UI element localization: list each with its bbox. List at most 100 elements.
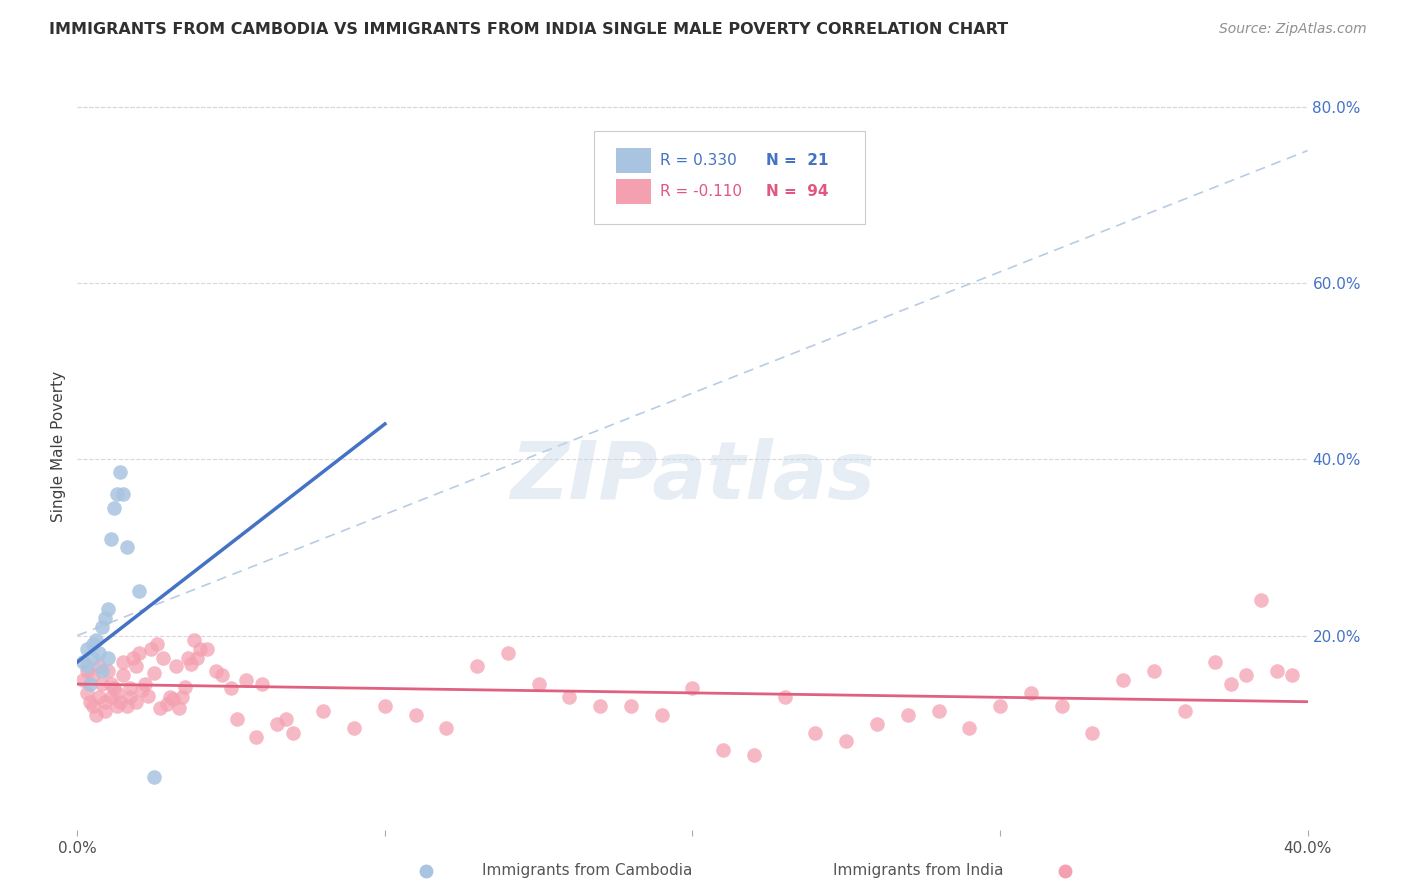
Point [105,487,128,501]
Point [312,704,335,718]
Point [1204,655,1226,669]
Point [79,677,101,691]
Point [103,681,125,696]
Point [527,677,550,691]
Point [711,743,734,757]
Point [558,690,581,705]
Point [281,725,304,739]
Point [94,704,117,718]
Point [118,690,141,705]
Point [620,699,643,714]
Point [143,665,166,680]
Point [128,646,150,660]
Point [125,659,148,673]
Point [115,699,138,714]
Point [897,707,920,722]
Point [82,650,104,665]
Point [97,602,120,616]
Point [72,655,94,669]
Point [204,664,226,678]
Point [988,699,1011,714]
Point [72,673,94,687]
Text: Immigrants from Cambodia: Immigrants from Cambodia [482,863,692,878]
Point [141,641,163,656]
Point [100,690,122,705]
Point [167,701,190,715]
Point [1050,699,1073,714]
Point [125,695,148,709]
Point [165,659,187,673]
Point [76,641,98,656]
Point [195,641,218,656]
Point [100,677,122,691]
Point [180,657,202,671]
Point [97,664,120,678]
Text: R = -0.110: R = -0.110 [661,184,742,199]
Point [155,698,177,712]
Point [436,721,458,735]
Point [100,532,122,546]
Point [177,650,200,665]
Point [82,668,104,682]
Point [82,699,104,714]
Point [928,704,950,718]
Point [115,541,138,555]
Point [146,637,169,651]
Point [174,680,197,694]
Point [76,664,98,678]
Point [134,677,156,691]
Point [866,716,889,731]
Point [742,747,765,762]
Point [1250,593,1272,607]
Point [1081,725,1104,739]
Text: R = 0.330: R = 0.330 [661,153,737,168]
Point [112,487,135,501]
Point [84,632,107,647]
Point [1143,664,1166,678]
Point [183,632,205,647]
Point [266,716,288,731]
Point [121,650,143,665]
Point [276,712,298,726]
Point [465,659,488,673]
Point [103,500,125,515]
Point [136,689,159,703]
Point [105,699,128,714]
Point [405,707,427,722]
Point [1234,668,1257,682]
Point [186,650,208,665]
Text: Source: ZipAtlas.com: Source: ZipAtlas.com [1219,22,1367,37]
Text: ZIPatlas: ZIPatlas [510,438,875,516]
Point [773,690,796,705]
Point [804,725,827,739]
Point [112,655,135,669]
Point [90,677,114,691]
Point [957,721,980,735]
Point [1112,673,1135,687]
Text: IMMIGRANTS FROM CAMBODIA VS IMMIGRANTS FROM INDIA SINGLE MALE POVERTY CORRELATIO: IMMIGRANTS FROM CAMBODIA VS IMMIGRANTS F… [49,22,1008,37]
FancyBboxPatch shape [595,131,865,224]
Point [94,695,117,709]
Point [188,641,212,656]
Point [143,770,166,784]
Point [1265,664,1288,678]
Point [211,668,233,682]
Point [1174,704,1197,718]
Y-axis label: Single Male Poverty: Single Male Poverty [51,370,66,522]
Point [76,686,98,700]
Point [76,659,98,673]
Point [110,466,132,480]
Point [1053,863,1076,878]
Point [131,683,153,698]
Point [87,690,110,705]
Point [97,650,120,665]
Point [128,584,150,599]
Point [835,734,858,748]
Point [112,668,135,682]
Point [235,673,257,687]
Point [651,707,673,722]
Point [226,712,249,726]
Point [118,681,141,696]
Point [159,690,181,705]
Point [250,677,273,691]
